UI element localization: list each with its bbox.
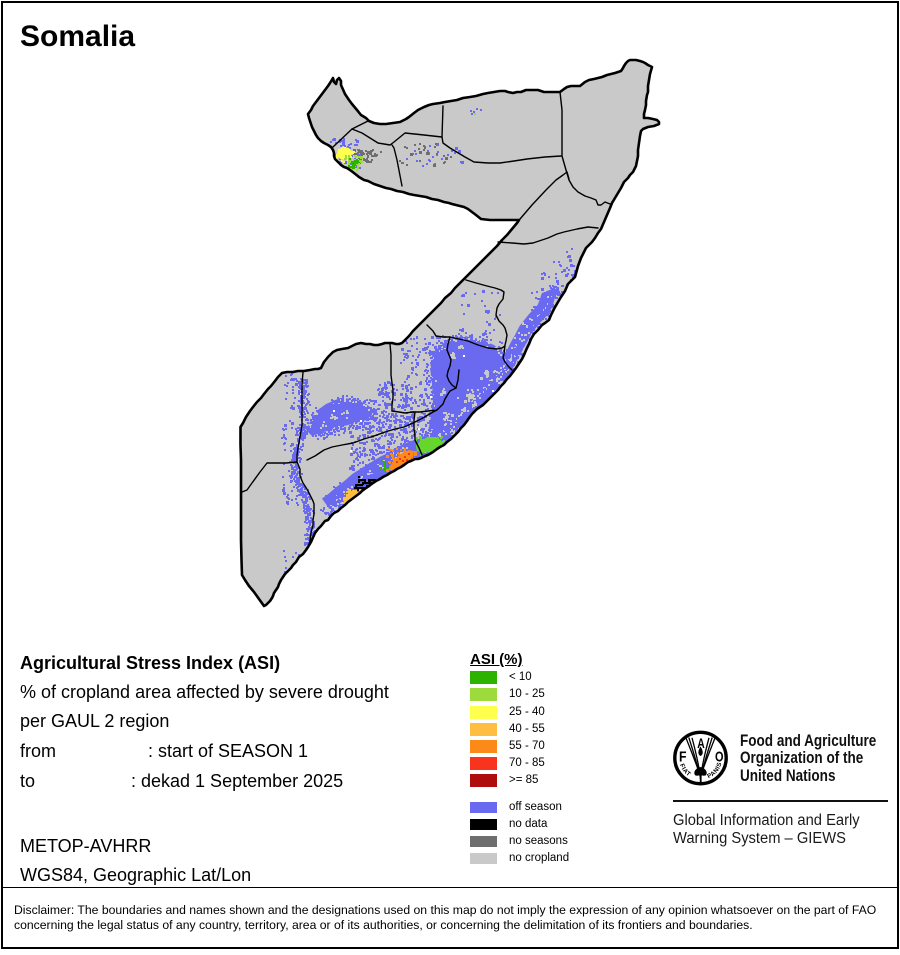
svg-text:A: A [697,735,705,751]
svg-text:F: F [679,749,687,766]
svg-text:O: O [715,749,724,766]
